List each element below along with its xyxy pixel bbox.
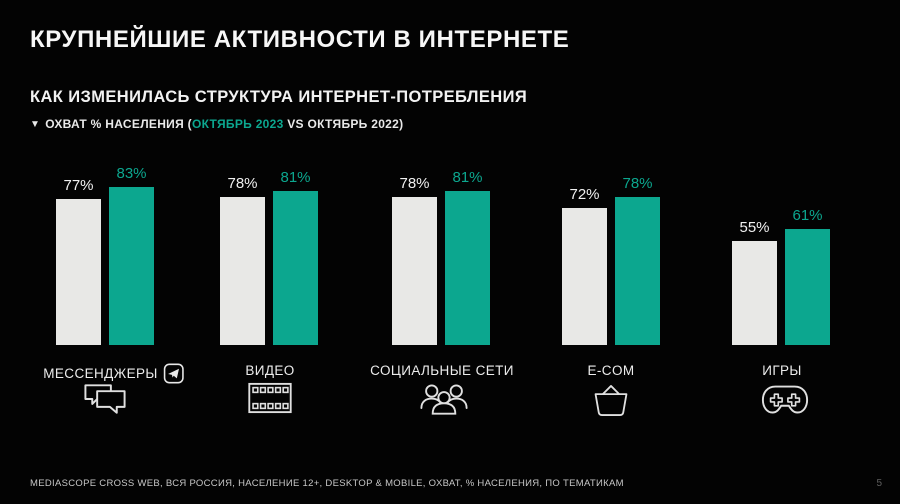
caption-highlight-2023: ОКТЯБРЬ 2023 [191, 117, 284, 131]
bar-oct2023 [273, 191, 318, 345]
bar-oct2023 [615, 196, 660, 345]
bar-value-label: 55% [739, 218, 770, 236]
gamepad-icon [760, 382, 810, 418]
bar-value-label: 61% [792, 207, 823, 225]
bar-value-label: 81% [452, 169, 483, 187]
bar-chart: 77% 83% 78% 81% 78% 81% [0, 165, 900, 345]
telegram-icon [164, 363, 185, 384]
source-footnote: MEDIASCOPE CROSS WEB, ВСЯ РОССИЯ, НАСЕЛЕ… [30, 478, 624, 489]
caption-text: ОХВАТ % НАСЕЛЕНИЯ (ОКТЯБРЬ 2023 VS ОКТЯБ… [45, 117, 403, 131]
chart-group-video: 78% 81% [220, 169, 318, 345]
chart-group-games: 55% 61% [732, 207, 830, 345]
bar-value-label: 72% [569, 186, 600, 204]
caption-suffix: VS ОКТЯБРЬ 2022) [283, 117, 404, 131]
category-label-messengers: МЕССЕНДЖЕРЫ [43, 363, 185, 384]
people-group-icon [420, 382, 469, 419]
chart-caption: ▼ ОХВАТ % НАСЕЛЕНИЯ (ОКТЯБРЬ 2023 VS ОКТ… [30, 117, 403, 131]
category-label-social: СОЦИАЛЬНЫЕ СЕТИ [370, 363, 514, 378]
chat-bubbles-icon [82, 382, 129, 418]
bar-column: 78% [392, 175, 437, 345]
page-title: КРУПНЕЙШИЕ АКТИВНОСТИ В ИНТЕРНЕТЕ [30, 26, 570, 53]
category-text: ИГРЫ [762, 363, 802, 378]
bar-column: 61% [785, 207, 830, 345]
bar-value-label: 78% [399, 174, 430, 192]
bar-value-label: 77% [63, 176, 94, 194]
category-label-video: ВИДЕО [245, 363, 294, 378]
category-text: МЕССЕНДЖЕРЫ [43, 366, 158, 381]
bar-column: 83% [109, 165, 154, 345]
category-text: E-COM [587, 363, 635, 378]
bar-oct2022 [220, 196, 265, 345]
bar-oct2023 [785, 229, 830, 345]
caption-prefix: ОХВАТ % НАСЕЛЕНИЯ ( [45, 117, 192, 131]
chart-group-ecom: 72% 78% [562, 175, 660, 345]
category-labels-row: МЕССЕНДЖЕРЫ ВИДЕО СОЦИАЛЬНЫЕ СЕТИ E-COM … [0, 363, 900, 384]
bar-value-label: 78% [227, 174, 258, 192]
page-subtitle: КАК ИЗМЕНИЛАСЬ СТРУКТУРА ИНТЕРНЕТ-ПОТРЕБ… [30, 88, 528, 106]
bar-column: 78% [220, 175, 265, 345]
bar-value-label: 78% [622, 174, 653, 192]
bar-column: 77% [56, 177, 101, 345]
bar-value-label: 81% [280, 169, 311, 187]
shopping-basket-icon [591, 382, 631, 419]
category-text: СОЦИАЛЬНЫЕ СЕТИ [370, 363, 514, 378]
page-number: 5 [876, 478, 882, 489]
bar-column: 55% [732, 218, 777, 345]
film-strip-icon [247, 382, 293, 414]
bar-column: 81% [445, 169, 490, 345]
bar-column: 81% [273, 169, 318, 345]
triangle-down-icon: ▼ [30, 118, 41, 130]
category-text: ВИДЕО [245, 363, 295, 378]
bar-column: 78% [615, 175, 660, 345]
bar-value-label: 83% [116, 165, 147, 183]
bar-oct2022 [56, 198, 101, 345]
bar-oct2022 [392, 196, 437, 345]
chart-group-social: 78% 81% [392, 169, 490, 345]
bar-oct2022 [732, 240, 777, 345]
bar-oct2023 [109, 187, 154, 345]
category-label-games: ИГРЫ [762, 363, 802, 378]
chart-group-messengers: 77% 83% [56, 165, 154, 345]
category-label-ecom: E-COM [588, 363, 635, 378]
category-icons-row [0, 382, 900, 424]
bar-oct2022 [562, 208, 607, 345]
bar-column: 72% [562, 186, 607, 345]
bar-oct2023 [445, 191, 490, 345]
